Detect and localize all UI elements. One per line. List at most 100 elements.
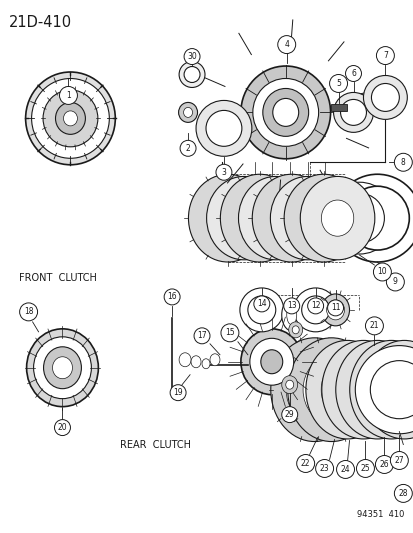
Ellipse shape: [285, 356, 342, 423]
Ellipse shape: [302, 356, 359, 423]
Circle shape: [333, 92, 373, 132]
Circle shape: [206, 110, 241, 147]
Ellipse shape: [260, 350, 282, 374]
Text: 3: 3: [221, 168, 226, 177]
Circle shape: [373, 263, 390, 281]
Ellipse shape: [270, 338, 358, 441]
Text: 25: 25: [360, 464, 369, 473]
Text: 21D-410: 21D-410: [9, 15, 71, 30]
Text: 17: 17: [197, 332, 206, 340]
Ellipse shape: [31, 78, 109, 158]
Ellipse shape: [377, 359, 413, 421]
Ellipse shape: [336, 359, 389, 421]
Circle shape: [216, 164, 231, 180]
Circle shape: [59, 86, 77, 104]
Ellipse shape: [43, 347, 81, 389]
Text: 22: 22: [300, 459, 310, 468]
Ellipse shape: [188, 174, 267, 262]
Ellipse shape: [281, 376, 297, 394]
Circle shape: [315, 459, 333, 478]
Ellipse shape: [292, 326, 299, 334]
Text: 13: 13: [286, 301, 296, 310]
Circle shape: [283, 298, 299, 314]
Ellipse shape: [26, 72, 115, 165]
Ellipse shape: [305, 341, 388, 439]
Text: 16: 16: [167, 293, 176, 302]
Circle shape: [385, 273, 404, 291]
Text: 21: 21: [369, 321, 378, 330]
Ellipse shape: [252, 78, 318, 147]
Text: 15: 15: [225, 328, 234, 337]
Ellipse shape: [190, 356, 201, 368]
Text: 9: 9: [392, 278, 397, 286]
Ellipse shape: [320, 359, 373, 421]
Circle shape: [375, 46, 394, 64]
Circle shape: [247, 296, 275, 324]
Circle shape: [354, 345, 413, 434]
Ellipse shape: [320, 200, 353, 236]
Text: 94351  410: 94351 410: [356, 510, 404, 519]
Text: 6: 6: [350, 69, 355, 78]
Text: 29: 29: [284, 410, 294, 419]
Circle shape: [239, 288, 283, 332]
Circle shape: [327, 300, 343, 316]
Ellipse shape: [287, 338, 375, 441]
Circle shape: [345, 186, 408, 250]
Ellipse shape: [364, 359, 413, 421]
Ellipse shape: [178, 102, 197, 123]
Ellipse shape: [291, 200, 323, 236]
Ellipse shape: [335, 341, 413, 439]
Ellipse shape: [52, 357, 72, 379]
Text: 2: 2: [185, 144, 190, 153]
Text: 30: 30: [187, 52, 197, 61]
Ellipse shape: [259, 200, 291, 236]
Bar: [330, 104, 346, 111]
Ellipse shape: [183, 108, 192, 117]
Circle shape: [281, 407, 297, 423]
Ellipse shape: [286, 305, 296, 325]
Circle shape: [389, 451, 407, 470]
Circle shape: [180, 140, 196, 156]
Ellipse shape: [326, 300, 344, 320]
Circle shape: [333, 174, 413, 262]
Ellipse shape: [43, 90, 97, 147]
Text: 10: 10: [377, 268, 386, 277]
Circle shape: [375, 456, 392, 473]
Ellipse shape: [238, 176, 312, 260]
Ellipse shape: [26, 329, 98, 407]
Text: 11: 11: [330, 303, 339, 312]
Ellipse shape: [240, 66, 330, 159]
Text: 26: 26: [379, 460, 388, 469]
Circle shape: [55, 419, 70, 435]
Circle shape: [363, 76, 406, 119]
Circle shape: [196, 100, 251, 156]
Circle shape: [19, 303, 38, 321]
Ellipse shape: [362, 341, 413, 439]
Circle shape: [277, 36, 295, 53]
Text: 4: 4: [284, 40, 288, 49]
Ellipse shape: [299, 176, 374, 260]
Circle shape: [329, 75, 347, 92]
Circle shape: [365, 317, 382, 335]
Circle shape: [164, 289, 180, 305]
Circle shape: [394, 484, 411, 503]
Text: 14: 14: [256, 300, 266, 309]
Circle shape: [323, 182, 394, 254]
Circle shape: [356, 459, 373, 478]
Circle shape: [370, 361, 413, 419]
Ellipse shape: [202, 359, 209, 369]
Ellipse shape: [285, 380, 293, 389]
Ellipse shape: [349, 341, 413, 439]
Ellipse shape: [288, 322, 302, 338]
Circle shape: [340, 100, 366, 125]
Ellipse shape: [270, 176, 344, 260]
Ellipse shape: [227, 200, 259, 236]
Circle shape: [253, 296, 269, 312]
Text: REAR  CLUTCH: REAR CLUTCH: [120, 440, 191, 449]
Ellipse shape: [63, 111, 77, 126]
Circle shape: [184, 67, 199, 83]
Circle shape: [301, 296, 329, 324]
Text: 7: 7: [382, 51, 387, 60]
Ellipse shape: [321, 341, 404, 439]
Ellipse shape: [281, 299, 301, 331]
